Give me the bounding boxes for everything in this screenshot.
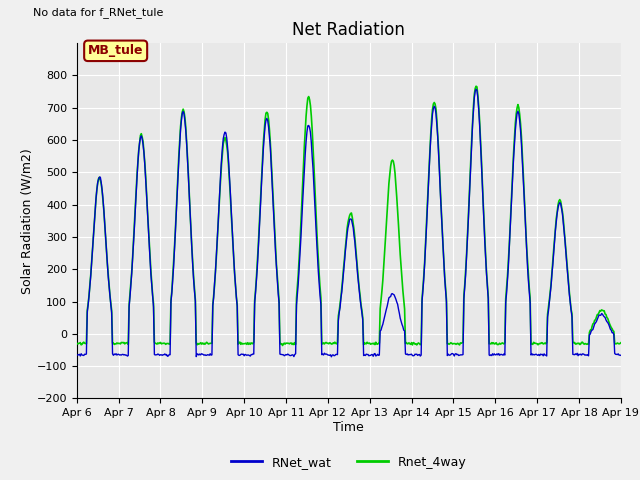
X-axis label: Time: Time: [333, 421, 364, 434]
RNet_wat: [617, 352, 625, 358]
Rnet_4way: [609, 328, 617, 334]
RNet_wat: [301, 166, 308, 172]
Rnet_4way: [439, 241, 447, 247]
RNet_wat: [439, 244, 447, 250]
Text: No data for f_RNet_tule: No data for f_RNet_tule: [33, 7, 164, 18]
Rnet_4way: [278, 343, 286, 348]
Y-axis label: Solar Radiation (W/m2): Solar Radiation (W/m2): [20, 148, 34, 294]
Text: MB_tule: MB_tule: [88, 44, 143, 57]
Rnet_4way: [154, 340, 162, 346]
RNet_wat: [73, 352, 81, 358]
Line: Rnet_4way: Rnet_4way: [77, 86, 621, 346]
RNet_wat: [362, 353, 369, 359]
RNet_wat: [472, 86, 480, 92]
Rnet_4way: [301, 128, 309, 134]
Line: RNet_wat: RNet_wat: [77, 89, 621, 357]
RNet_wat: [436, 190, 444, 196]
RNet_wat: [154, 351, 162, 357]
Rnet_4way: [472, 84, 480, 89]
Rnet_4way: [617, 340, 625, 346]
RNet_wat: [328, 354, 335, 360]
Rnet_4way: [436, 185, 444, 191]
Title: Net Radiation: Net Radiation: [292, 21, 405, 39]
Rnet_4way: [362, 341, 369, 347]
RNet_wat: [609, 330, 617, 336]
Rnet_4way: [73, 340, 81, 346]
Legend: RNet_wat, Rnet_4way: RNet_wat, Rnet_4way: [226, 451, 472, 474]
